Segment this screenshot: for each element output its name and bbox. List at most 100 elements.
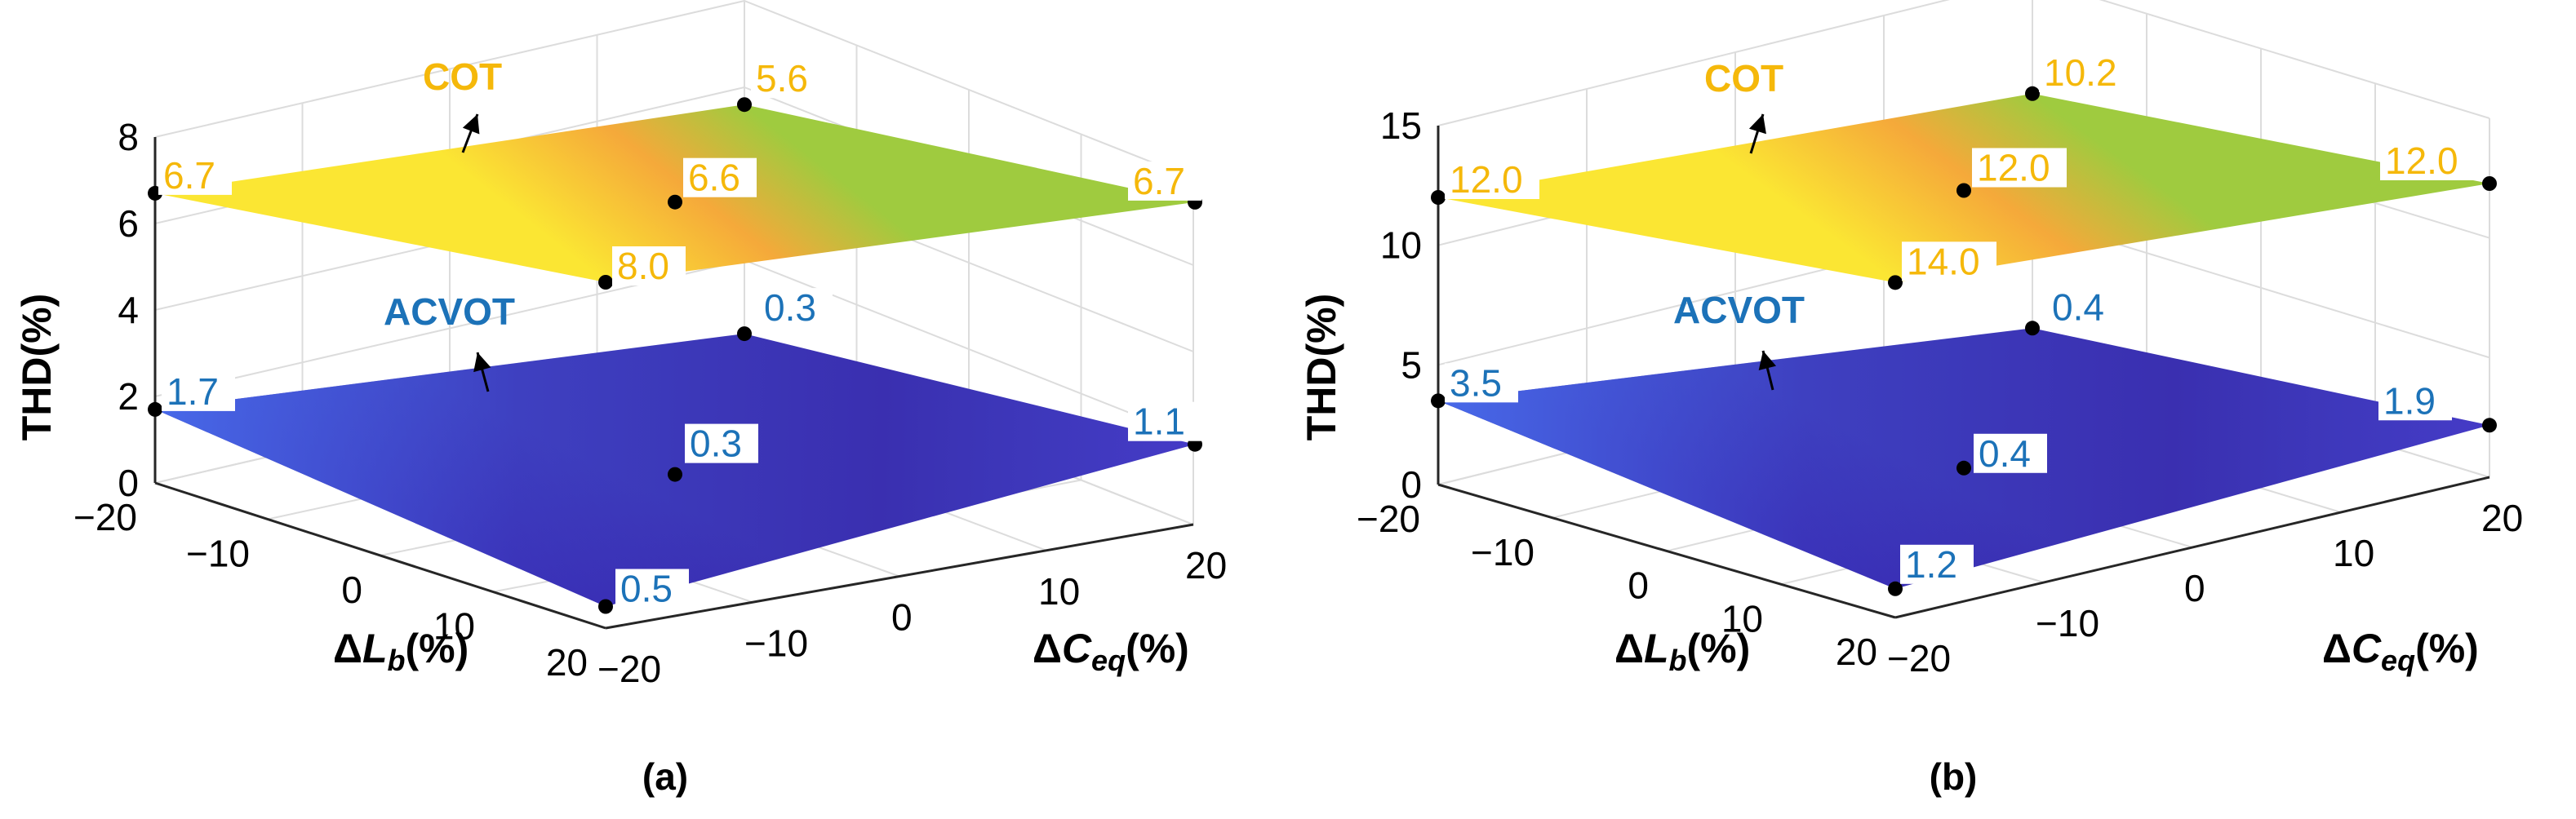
x-axis-line: [154, 481, 606, 630]
axis-label-delta: Δ: [1614, 626, 1644, 671]
z-tick-label: 0: [118, 462, 139, 504]
y-axis-line: [1894, 476, 2490, 619]
x-axis-line: [1437, 483, 1896, 619]
x-tick-label: 10: [1721, 597, 1763, 640]
data-point-acvot: [1888, 581, 1903, 596]
z-tick-label: 15: [1380, 104, 1422, 147]
y-axis-label: ΔCeq(%): [2322, 626, 2479, 677]
y-tick-label: −10: [2036, 602, 2099, 644]
x-tick-label: −10: [186, 533, 250, 575]
value-label-bg: [2378, 381, 2452, 421]
y-tick-label: −10: [744, 622, 808, 664]
value-label-acvot: 1.7: [167, 370, 219, 413]
x-tick-label: −10: [1471, 531, 1534, 573]
surface-label-acvot: ACVOT: [384, 290, 515, 333]
data-point-cot: [598, 275, 613, 290]
z-tick-label: 10: [1380, 224, 1422, 267]
axis-label-unit: (%): [405, 626, 469, 671]
axis-label-unit: (%): [2415, 626, 2479, 671]
z-tick-label: 6: [118, 202, 139, 245]
data-point-cot: [668, 194, 682, 210]
value-label-bg: [1128, 401, 1201, 441]
value-label-cot: 12.0: [1450, 158, 1523, 201]
axis-label-var: L: [1644, 626, 1669, 671]
value-label-acvot: 0.5: [620, 568, 673, 610]
value-label-bg: [615, 569, 689, 609]
data-point-cot: [737, 97, 752, 113]
value-label-acvot: 1.9: [2383, 379, 2436, 422]
surface-acvot-shade: [1438, 328, 2489, 589]
value-label-acvot: 1.1: [1133, 401, 1185, 443]
value-label-bg: [1128, 161, 1201, 201]
value-label-cot: 10.2: [2044, 51, 2117, 94]
data-point-cot: [2482, 176, 2497, 191]
data-point-acvot: [2025, 321, 2040, 336]
data-point-acvot: [148, 401, 162, 417]
z-tick-label: 2: [118, 375, 139, 418]
chart-panel-b: 12.0 10.2 12.0 14.0 12.0 3.5 0.4 1.9 1.2 0.4 COT AC…: [1299, 0, 2523, 798]
y-axis-line: [605, 523, 1194, 630]
value-label-bg: [1972, 148, 2067, 188]
value-label-bg: [2039, 52, 2134, 92]
value-label-bg: [683, 157, 757, 197]
value-label-acvot: 0.4: [1979, 432, 2031, 475]
z-tick-label: 8: [118, 116, 139, 158]
chart-panel-a: 6.7 5.6 6.7 8.0 6.6 1.7 0.3 1.1 0.5 0.3 COT ACVOT 0 2…: [14, 0, 1227, 798]
x-axis-label: ΔLb(%): [333, 626, 469, 677]
grid-z-line: [1437, 0, 2490, 126]
value-label-acvot: 1.2: [1905, 543, 1957, 586]
y-axis-label: ΔCeq(%): [1033, 626, 1189, 677]
value-label-cot: 8.0: [617, 245, 669, 287]
x-tick-label: 10: [433, 605, 475, 648]
data-point-acvot: [2482, 418, 2497, 433]
axis-label-delta: Δ: [333, 626, 362, 671]
value-label-cot: 6.7: [163, 154, 215, 197]
y-tick-label: 20: [2481, 497, 2523, 539]
x-tick-label: 0: [341, 569, 362, 611]
y-tick-label: −20: [1887, 637, 1951, 680]
value-label-cot: 14.0: [1907, 240, 1980, 282]
value-label-bg: [1900, 544, 1974, 584]
axis-label-sub: eq: [1091, 644, 1126, 677]
y-tick-label: 10: [2333, 532, 2374, 574]
value-label-bg: [1445, 363, 1518, 403]
z-axis-label: THD(%): [1299, 294, 1344, 441]
axis-label-delta: Δ: [1033, 626, 1062, 671]
data-point-acvot: [668, 467, 682, 482]
value-label-bg: [1974, 433, 2047, 473]
y-tick-label: 20: [1185, 544, 1227, 587]
data-point-cot: [1888, 275, 1903, 290]
x-tick-label: −20: [73, 496, 137, 538]
value-label-cot: 5.6: [756, 57, 808, 100]
value-label-bg: [162, 371, 235, 411]
value-label-bg: [685, 423, 758, 463]
axis-label-unit: (%): [1126, 626, 1189, 671]
value-label-acvot: 3.5: [1450, 361, 1502, 404]
value-label-bg: [612, 246, 686, 286]
value-label-bg: [2047, 287, 2121, 327]
x-tick-label: −20: [1357, 498, 1420, 540]
value-label-acvot: 0.4: [2052, 286, 2104, 328]
axes: [1437, 126, 2490, 619]
data-point-acvot: [598, 599, 613, 614]
axis-label-sub: b: [1668, 644, 1686, 677]
value-label-acvot: 0.3: [764, 286, 816, 329]
x-tick-label: 20: [1836, 631, 1877, 673]
z-tick-label: 4: [118, 289, 139, 331]
x-tick-label: 20: [546, 641, 588, 684]
surface-cot: [155, 104, 1195, 282]
x-tick-label: 0: [1628, 564, 1649, 607]
arrow-head: [462, 114, 480, 135]
value-label-bg: [2380, 141, 2475, 180]
axis-label-var: C: [1062, 626, 1092, 671]
z-axis-label: THD(%): [14, 294, 60, 441]
panel-label: (a): [642, 755, 688, 798]
panel-label: (b): [1930, 755, 1978, 798]
surface-label-acvot: ACVOT: [1673, 289, 1805, 331]
axis-label-var: C: [2352, 626, 2382, 671]
value-label-cot: 12.0: [2385, 139, 2458, 182]
arrow-head: [1748, 114, 1766, 135]
x-axis-label: ΔLb(%): [1614, 626, 1750, 677]
y-tick-label: 10: [1038, 570, 1080, 613]
value-label-cot: 12.0: [1977, 147, 2050, 189]
